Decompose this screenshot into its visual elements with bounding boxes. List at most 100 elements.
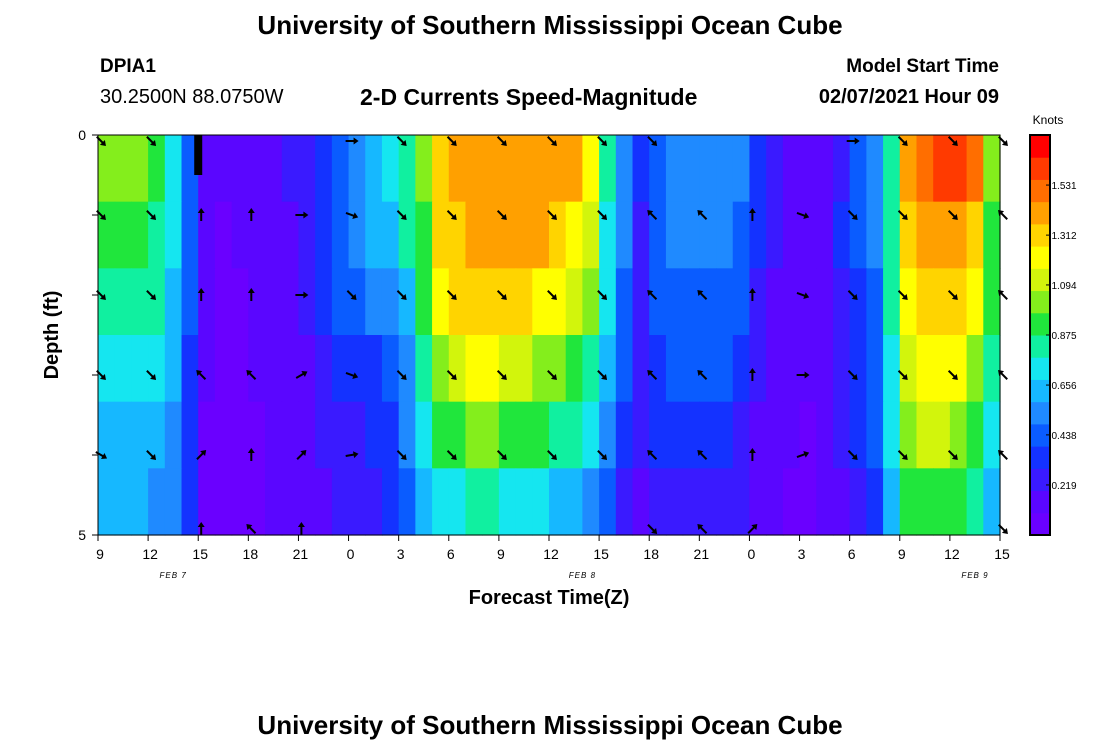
heatmap-cell — [415, 268, 433, 336]
direction-arrow — [748, 368, 756, 381]
heatmap-cell — [198, 135, 216, 203]
arrow-head — [500, 139, 507, 146]
arrow-head — [751, 524, 758, 531]
heatmap-cell — [248, 201, 266, 269]
arrow-head — [901, 293, 908, 300]
plot-title: 2-D Currents Speed-Magnitude — [360, 84, 698, 110]
arrow-head — [748, 288, 756, 293]
heatmap-cell — [465, 335, 483, 403]
heatmap-cell — [114, 401, 132, 469]
arrow-head — [851, 373, 858, 380]
direction-arrow — [146, 370, 157, 380]
heatmap-cell — [164, 335, 183, 403]
heatmap-cell — [465, 401, 483, 469]
heatmap-cell — [415, 201, 433, 269]
heatmap-cell — [448, 268, 467, 336]
heatmap-cell — [164, 201, 183, 269]
x-tick-label: 9 — [96, 546, 104, 562]
heatmap-cell — [799, 201, 817, 269]
heatmap-cell — [265, 335, 283, 403]
heatmap-cell — [515, 135, 533, 203]
heatmap-cell — [231, 201, 249, 269]
heatmap-cell — [866, 401, 884, 469]
arrow-head — [803, 212, 810, 219]
heatmap-cell — [148, 401, 166, 469]
colorbar-segment — [1030, 468, 1050, 492]
heatmap-cell — [966, 201, 984, 269]
x-tick-label: 9 — [898, 546, 906, 562]
arrow-head — [748, 208, 756, 213]
direction-arrow — [396, 450, 407, 460]
colorbar-segment — [1030, 512, 1050, 536]
heatmap-cell — [632, 201, 650, 269]
heatmap-cell — [799, 135, 817, 203]
arrow-head — [951, 373, 958, 380]
arrow-head — [550, 293, 557, 300]
heatmap-cell — [682, 401, 700, 469]
arrow-head — [550, 373, 557, 380]
heatmap-cell — [532, 135, 550, 203]
arrow-head — [99, 293, 106, 300]
heatmap-cell — [98, 268, 116, 336]
heatmap-cell — [348, 201, 366, 269]
direction-arrow — [396, 290, 407, 300]
direction-arrow — [947, 136, 958, 146]
y-axis-title: Depth (ft) — [41, 291, 63, 380]
arrow-head — [200, 450, 207, 457]
heatmap-cell — [432, 401, 450, 469]
arrow-head — [247, 288, 255, 293]
direction-arrow — [697, 450, 708, 460]
heatmap-cell — [615, 401, 634, 469]
heatmap-cell — [565, 468, 583, 536]
heatmap-cell — [782, 401, 801, 469]
heatmap-cell — [298, 268, 316, 336]
arrow-head — [901, 139, 908, 146]
heatmap-cell — [732, 201, 751, 269]
direction-arrow — [847, 450, 858, 460]
arrow-head — [1001, 139, 1008, 146]
heatmap-cell — [983, 401, 1001, 469]
heatmap-cell — [749, 335, 767, 403]
heatmap-cell — [682, 135, 700, 203]
heatmap-cell — [265, 468, 283, 536]
direction-arrow — [396, 370, 407, 380]
heatmap-cell — [615, 468, 634, 536]
heatmap-cell — [933, 468, 951, 536]
arrow-head — [99, 373, 106, 380]
arrow-head — [951, 453, 958, 460]
date-label: FEB 8 — [569, 571, 596, 580]
date-label: FEB 7 — [160, 571, 187, 580]
heatmap-cell — [298, 201, 316, 269]
heatmap-cell — [214, 401, 233, 469]
heatmap-cell — [782, 268, 801, 336]
heatmap-cell — [348, 268, 366, 336]
arrow-head — [500, 453, 507, 460]
colorbar-segment — [1030, 312, 1050, 336]
heatmap-cell — [331, 401, 350, 469]
arrow-head — [601, 293, 608, 300]
heatmap-cell — [816, 335, 834, 403]
heatmap-cell — [699, 401, 717, 469]
heatmap-cell — [599, 468, 617, 536]
heatmap-cell — [148, 201, 166, 269]
arrow-head — [500, 293, 507, 300]
heatmap-cell — [482, 201, 500, 269]
x-tick-label: 12 — [944, 546, 960, 562]
heatmap-cell — [849, 201, 867, 269]
heatmap-cell — [231, 468, 249, 536]
arrow-head — [197, 288, 205, 293]
arrow-head — [851, 213, 858, 220]
date-label: FEB 9 — [961, 571, 988, 580]
heatmap-cell — [131, 401, 149, 469]
arrow-head — [99, 139, 106, 146]
heatmap-cell — [298, 468, 316, 536]
heatmap-cell — [248, 135, 266, 203]
arrow-head — [748, 368, 756, 373]
arrow-head — [901, 213, 908, 220]
heatmap-cell — [298, 335, 316, 403]
heatmap-cell — [181, 468, 199, 536]
arrow-head — [1001, 527, 1008, 534]
arrow-head — [500, 213, 507, 220]
heatmap-cell — [916, 401, 934, 469]
direction-arrow — [597, 290, 608, 300]
